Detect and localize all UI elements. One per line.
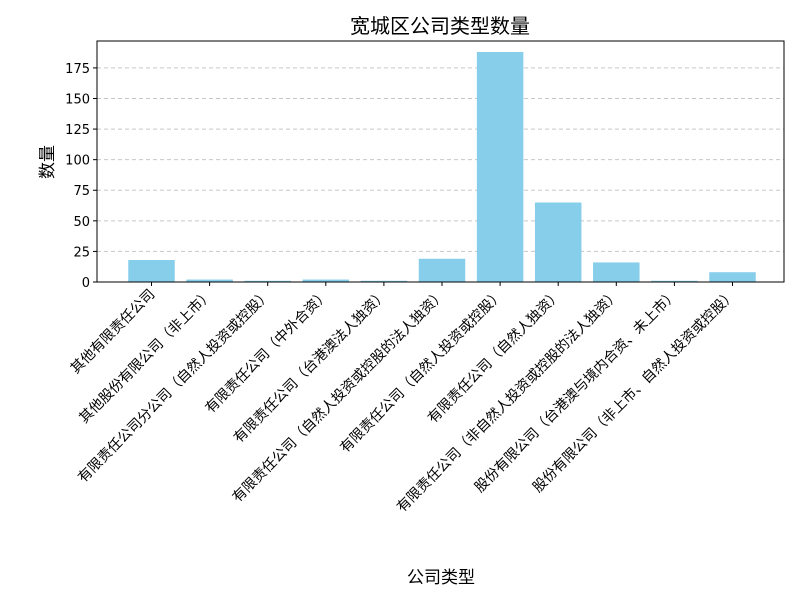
x-ticks: 其他有限责任公司其他股份有限公司（非上市）有限责任公司分公司（自然人投资或控股）…: [68, 282, 739, 516]
y-tick-label: 75: [73, 184, 90, 199]
x-tick-label: 有限责任公司（非自然人投资或控股的法人独资）: [393, 286, 623, 516]
bar: [709, 272, 756, 282]
bar: [128, 259, 175, 282]
bar: [186, 279, 233, 282]
y-tick-label: 125: [65, 123, 90, 138]
y-tick-label: 0: [82, 276, 90, 291]
chart-title: 宽城区公司类型数量: [350, 14, 530, 38]
x-tick-label: 有限责任公司（自然人投资或控股的法人独资）: [229, 286, 449, 506]
bar: [476, 52, 524, 283]
bar: [244, 280, 291, 282]
y-axis-label: 数量: [38, 145, 58, 179]
y-tick-label: 50: [73, 215, 90, 230]
y-tick-label: 150: [65, 92, 90, 107]
y-ticks: 0 25 50 75 100 125 150 175: [65, 62, 97, 291]
x-tick-label: 股份有限公司（台港澳与境内合资、未上市）: [471, 286, 681, 496]
bar: [593, 262, 640, 282]
bar: [651, 280, 698, 282]
grid-lines: [97, 67, 784, 252]
y-tick-label: 175: [65, 62, 90, 77]
y-tick-label: 100: [65, 154, 90, 169]
y-tick-label: 25: [73, 245, 90, 260]
bar: [534, 202, 582, 282]
bar: [360, 280, 408, 282]
x-axis-label: 公司类型: [407, 568, 475, 588]
bar: [418, 258, 466, 282]
bars: [128, 52, 756, 283]
x-tick-label: 股份有限公司（非上市、自然人投资或控股）: [529, 286, 739, 496]
plot-frame: [96, 40, 785, 283]
bar: [302, 279, 350, 282]
